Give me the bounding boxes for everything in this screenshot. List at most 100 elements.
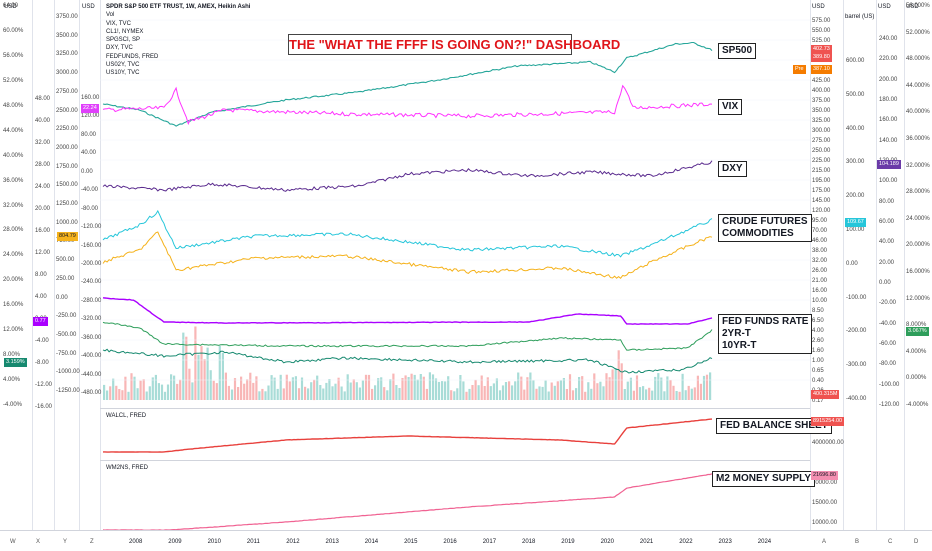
year-label: 2011 (246, 539, 260, 545)
legend-item[interactable]: CL1!, NYMEX (106, 28, 144, 35)
axis-toggle-button[interactable]: C (888, 539, 893, 545)
legend-item[interactable]: Vol (106, 12, 115, 19)
axis-tick-label: 225.00 (812, 158, 831, 164)
volume-bar (371, 388, 374, 400)
pane-separator[interactable] (100, 408, 810, 409)
volume-bar (136, 388, 139, 400)
axis-tick-label: 16.000% (906, 269, 930, 275)
axis-toggle-button[interactable]: B (855, 539, 860, 545)
volume-bar (230, 389, 234, 400)
volume-bar (367, 374, 371, 400)
volume-bar (267, 385, 270, 400)
axis-tick-label: 8.000% (906, 322, 927, 329)
axis-tick-label: -280.00 (81, 297, 102, 304)
volume-bar (300, 377, 304, 400)
volume-bar (227, 385, 230, 400)
volume-bar (660, 377, 663, 400)
axis-tick-label: 8.00% (3, 352, 21, 359)
axis-toggle-button[interactable]: A (822, 539, 827, 545)
axis-tick-label: 28.00% (3, 227, 24, 234)
pane-title-walcl[interactable]: WALCL, FRED (106, 413, 147, 419)
volume-bar (166, 384, 170, 400)
volume-bar (331, 386, 334, 400)
axis-tick-label: -400.00 (81, 353, 102, 360)
axis-tick-label: 40.00 (81, 150, 97, 157)
volume-bar (504, 382, 508, 400)
price-tag-crude: 109.67 (845, 218, 866, 227)
volume-bar (112, 378, 115, 400)
volume-bar (705, 374, 709, 400)
volume-bar (699, 383, 702, 400)
volume-bar (468, 388, 471, 400)
volume-bar (638, 387, 642, 400)
volume-bar (203, 359, 206, 400)
axis-divider (32, 0, 33, 530)
axis-tick-label: 250.00 (812, 148, 831, 154)
volume-bar (337, 377, 340, 400)
volume-bar (434, 378, 438, 400)
pane-title-wm2ns[interactable]: WM2NS, FRED (106, 465, 148, 471)
axis-tick-label: 2.60 (812, 338, 824, 344)
price-axis-right4[interactable]: 56.000% 52.000% 48.000% 44.000% 40.000% 36.00… (906, 0, 932, 530)
label-rates: FED FUNDS RATE 2YR-T 10YR-T (718, 314, 813, 354)
axis-toggle-button[interactable]: Z (90, 539, 94, 545)
axis-toggle-button[interactable]: Y (63, 539, 68, 545)
legend-item[interactable]: DXY, TVC (106, 45, 133, 52)
axis-tick-label: 20.00 (879, 259, 895, 266)
axis-tick-label: 36.00% (3, 177, 24, 184)
legend-item[interactable]: VIX, TVC (106, 20, 131, 27)
volume-bar (343, 391, 346, 400)
volume-bar (575, 388, 578, 400)
volume-bar (651, 390, 654, 400)
axis-tick-label: 64.00 (3, 3, 19, 9)
volume-bar (492, 383, 495, 400)
volume-bar (456, 388, 459, 400)
axis-tick-label: 15000.00 (812, 500, 838, 506)
volume-bar (687, 385, 690, 400)
axis-tick-label: -500.00 (56, 331, 77, 338)
axis-tick-label: 4.00 (35, 294, 47, 300)
legend-item[interactable]: US02Y, TVC (106, 62, 140, 69)
legend-item[interactable]: SPGSCI, SP (106, 37, 141, 44)
volume-bar (310, 382, 313, 400)
volume-bar (389, 379, 392, 400)
volume-bar (237, 387, 240, 400)
instrument-title[interactable]: SPDR S&P 500 ETF TRUST, 1W, AMEX, Heikin… (106, 4, 251, 10)
axis-tick-label: 100.00 (879, 178, 898, 185)
time-axis[interactable]: 2008 2009 2010 2011 2012 2013 2014 2015 2016 2017… (0, 530, 932, 551)
volume-bar (121, 390, 124, 400)
price-axis-col2[interactable]: 3750.00 3500.00 3250.00 3000.00 2750.00 2500.… (56, 0, 80, 530)
pane-separator[interactable] (100, 460, 810, 461)
price-axis-col3[interactable]: 48.00 40.00 32.00 28.00 24.00 20.00 16.00 12.00… (35, 0, 55, 530)
axis-tick-label: 48.00 (35, 96, 51, 102)
chart-canvas[interactable] (0, 0, 932, 530)
volume-bar (709, 372, 712, 400)
axis-tick-label: -100.00 (879, 381, 900, 388)
volume-bar (224, 372, 227, 400)
volume-bar (133, 376, 136, 400)
volume-bar (145, 391, 148, 400)
price-axis-col1[interactable]: 64.00 60.00% 56.00% 52.00% 48.00% 44.00% 40.00… (3, 0, 33, 530)
price-tag-volume: 400.315M (811, 390, 840, 399)
axis-tick-label: 0.00 (56, 294, 68, 301)
volume-bar (380, 377, 383, 400)
price-axis-right2[interactable]: 600.00 500.00 400.00 300.00 200.00 100.00 0.00… (846, 0, 876, 530)
price-axis-col4[interactable]: 160.00 120.00 80.00 40.00 0.00 -40.00 -80.00 -1… (81, 0, 101, 530)
legend-item[interactable]: FEDFUNDS, FRED (106, 53, 159, 60)
volume-bar (471, 385, 474, 400)
axis-tick-label: 46.00 (812, 238, 828, 244)
axis-tick-label: 52.000% (906, 29, 930, 36)
axis-tick-label: 0.00 (81, 168, 93, 175)
axis-tick-label: 2000.00 (56, 144, 78, 151)
axis-toggle-button[interactable]: W (10, 539, 16, 545)
volume-bar (206, 347, 209, 400)
volume-bar (654, 376, 657, 400)
volume-bar (297, 388, 301, 400)
legend-item[interactable]: US10Y, TVC (106, 70, 140, 77)
volume-bar (538, 386, 541, 400)
axis-tick-label: 10.00 (812, 298, 828, 304)
axis-toggle-button[interactable]: X (36, 539, 41, 545)
volume-bar (377, 378, 380, 400)
volume-bar (501, 385, 505, 400)
axis-toggle-button[interactable]: D (914, 539, 919, 545)
